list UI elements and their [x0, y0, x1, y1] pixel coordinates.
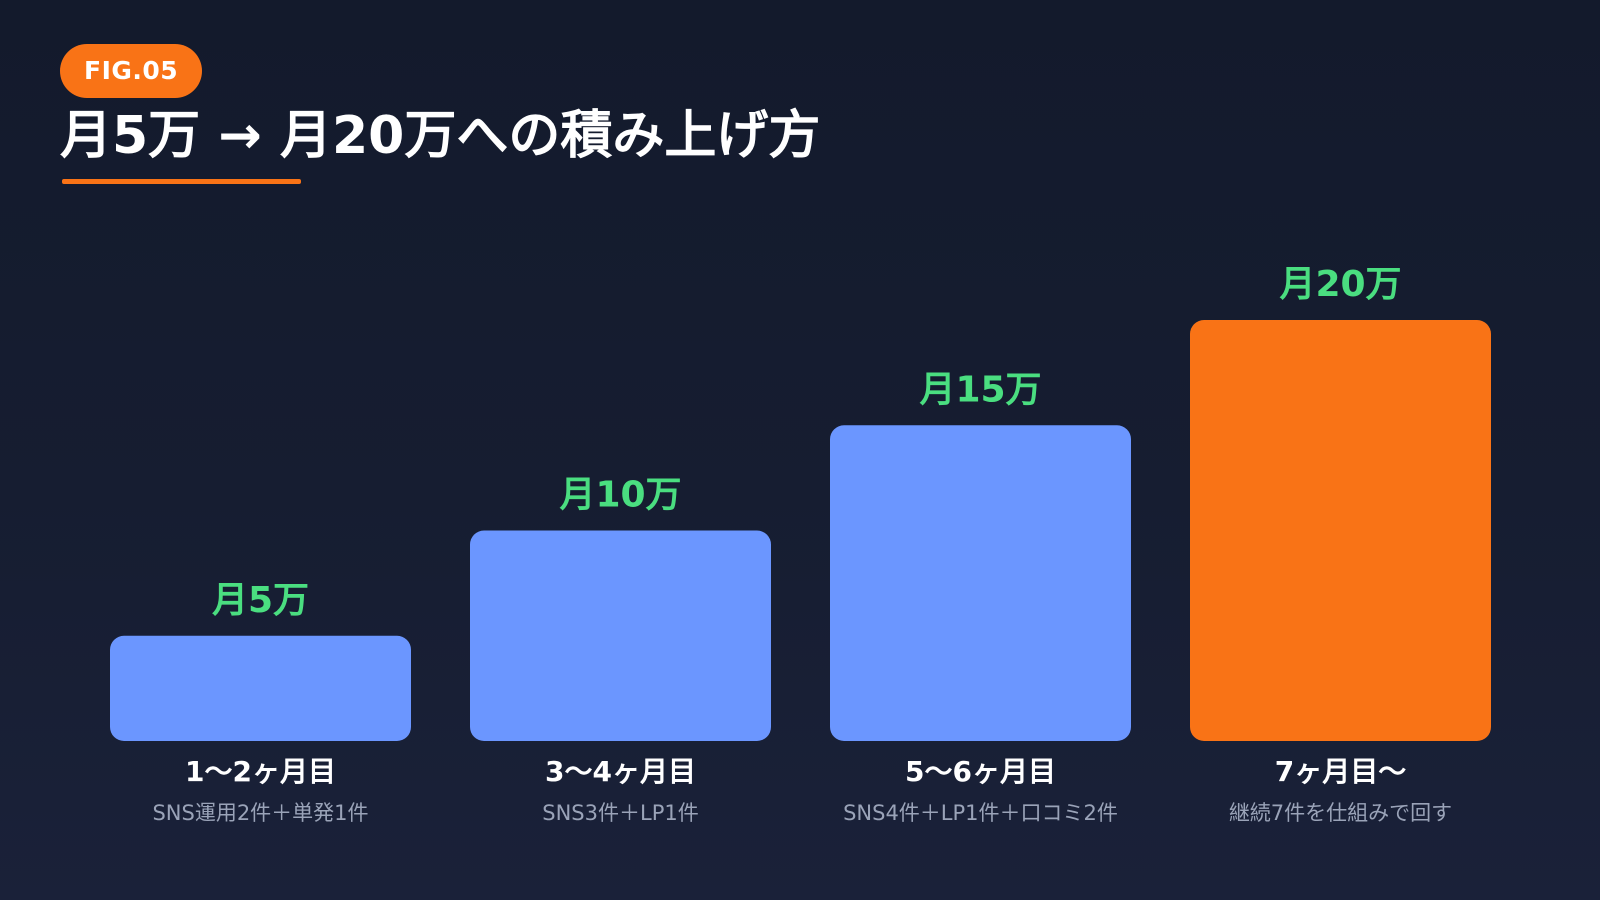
- figure-badge: FIG.05: [60, 44, 203, 98]
- value-label-1: 月5万: [212, 580, 309, 621]
- category-desc-1: SNS運用2件＋単発1件: [152, 801, 368, 825]
- category-label-2: 3〜4ヶ月目: [545, 755, 696, 788]
- value-label-2: 月10万: [559, 475, 681, 516]
- title-underline: [62, 179, 301, 184]
- value-label-4: 月20万: [1279, 264, 1401, 305]
- value-label-3: 月15万: [919, 369, 1041, 410]
- category-label-3: 5〜6ヶ月目: [905, 755, 1056, 788]
- bar-1: [110, 635, 411, 741]
- category-desc-2: SNS3件＋LP1件: [542, 801, 698, 825]
- category-desc-3: SNS4件＋LP1件＋口コミ2件: [843, 801, 1118, 825]
- category-desc-4: 継続7件を仕組みで回す: [1229, 801, 1452, 825]
- bar-2: [470, 530, 771, 741]
- category-label-1: 1〜2ヶ月目: [185, 755, 336, 788]
- page-title: 月5万 → 月20万への積み上げ方: [60, 106, 821, 166]
- bar-3: [830, 425, 1131, 741]
- category-label-4: 7ヶ月目〜: [1275, 755, 1406, 788]
- bar-4: [1190, 320, 1491, 741]
